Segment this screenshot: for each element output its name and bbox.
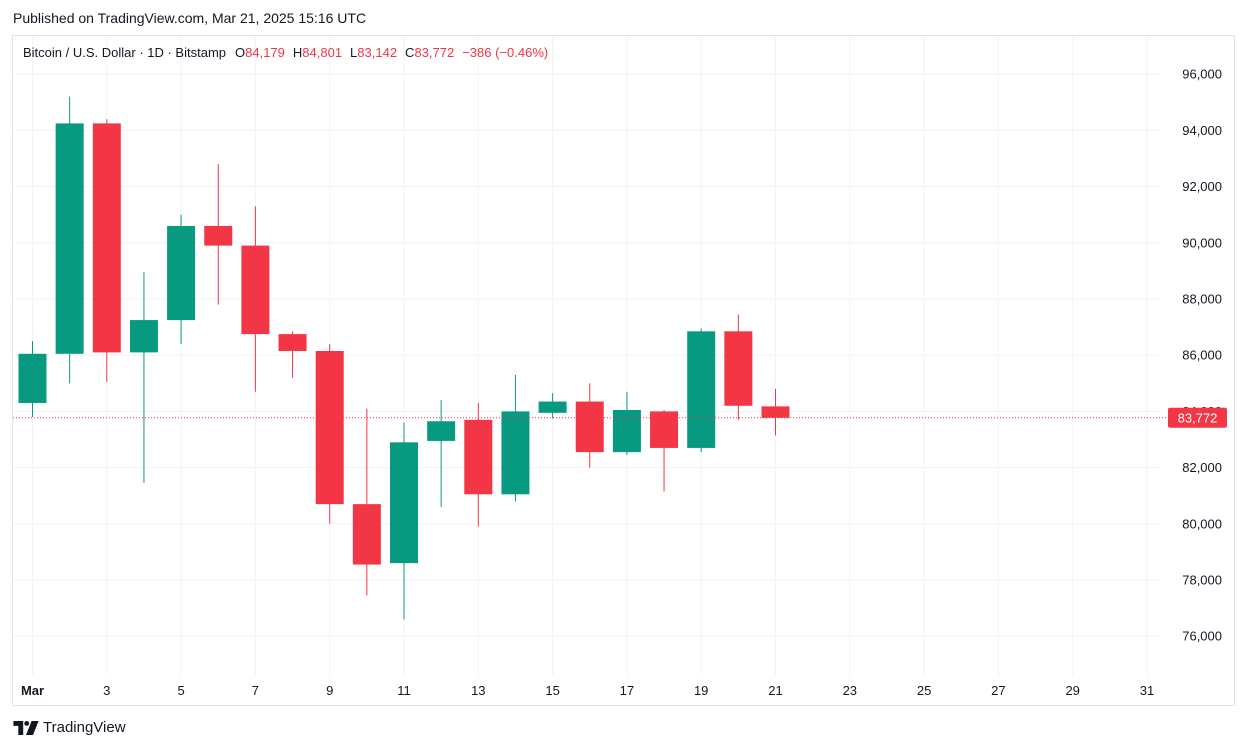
open-label: O [235, 45, 246, 60]
chart-frame [12, 35, 1235, 706]
low-label: L [350, 45, 358, 60]
tradingview-logo-icon [13, 720, 39, 735]
published-caption: Published on TradingView.com, Mar 21, 20… [13, 10, 367, 26]
x-tick-label: 3 [103, 683, 110, 698]
y-tick-label: 96,000 [1182, 67, 1222, 82]
open-value: 84,179 [245, 45, 285, 60]
y-tick-label: 80,000 [1182, 516, 1222, 531]
y-tick-label: 94,000 [1182, 123, 1222, 138]
x-tick-label: Mar [21, 683, 44, 698]
x-tick-label: 19 [694, 683, 708, 698]
candle-body-up [687, 331, 716, 448]
candle-body-down [92, 123, 121, 353]
axes: 76,00078,00080,00082,00084,00086,00088,0… [21, 67, 1222, 698]
y-tick-label: 82,000 [1182, 460, 1222, 475]
candle-body-up [390, 442, 418, 564]
candle-body-down [278, 334, 307, 351]
y-tick-label: 88,000 [1182, 292, 1222, 307]
candle-body-down [724, 331, 753, 406]
x-tick-label: 21 [768, 683, 782, 698]
candles[interactable] [18, 96, 790, 620]
x-tick-label: 27 [991, 683, 1005, 698]
x-tick-label: 5 [177, 683, 184, 698]
x-tick-label: 31 [1140, 683, 1154, 698]
y-tick-label: 86,000 [1182, 348, 1222, 363]
x-tick-label: 25 [917, 683, 931, 698]
x-tick-label: 15 [545, 683, 559, 698]
change-value: −386 (−0.46%) [462, 45, 549, 60]
x-tick-label: 29 [1065, 683, 1079, 698]
x-tick-label: 17 [620, 683, 634, 698]
y-tick-label: 90,000 [1182, 235, 1222, 250]
candle-body-up [538, 401, 567, 413]
y-tick-label: 78,000 [1182, 573, 1222, 588]
low-value: 83,142 [357, 45, 398, 60]
candle-body-up [18, 353, 47, 403]
candle-body-down [352, 504, 381, 565]
candle-body-down [650, 411, 679, 448]
last-price-tag [1168, 407, 1227, 428]
x-tick-label: 13 [471, 683, 485, 698]
symbol-title[interactable]: Bitcoin / U.S. Dollar · 1D · Bitstamp [23, 45, 226, 60]
candle-body-up [129, 320, 158, 353]
candle-body-up [427, 421, 456, 441]
x-tick-label: 23 [843, 683, 857, 698]
last-price: 83,772 [13, 407, 1227, 428]
high-label: H [292, 45, 303, 60]
grid [13, 36, 1162, 676]
candle-body-down [761, 406, 790, 418]
candle-body-down [204, 225, 233, 246]
candle-body-up [612, 409, 641, 453]
close-label: C [405, 45, 415, 60]
tradingview-logo[interactable]: TradingView [13, 719, 126, 736]
brand-name: TradingView [43, 719, 126, 736]
y-tick-label: 76,000 [1182, 629, 1222, 644]
high-value: 84,801 [302, 45, 343, 60]
candle-body-down [315, 350, 344, 505]
close-value: 83,772 [414, 45, 455, 60]
x-tick-label: 7 [252, 683, 259, 698]
candle-body-up [501, 411, 530, 495]
x-tick-label: 9 [326, 683, 333, 698]
x-tick-label: 11 [397, 683, 411, 698]
y-tick-label: 92,000 [1182, 179, 1222, 194]
candle-body-up [167, 225, 196, 321]
candle-body-down [241, 245, 270, 335]
last-price-label: 83,772 [1178, 410, 1218, 425]
candle-body-down [575, 401, 604, 453]
candle-body-down [464, 419, 493, 495]
candle-body-up [55, 123, 84, 354]
